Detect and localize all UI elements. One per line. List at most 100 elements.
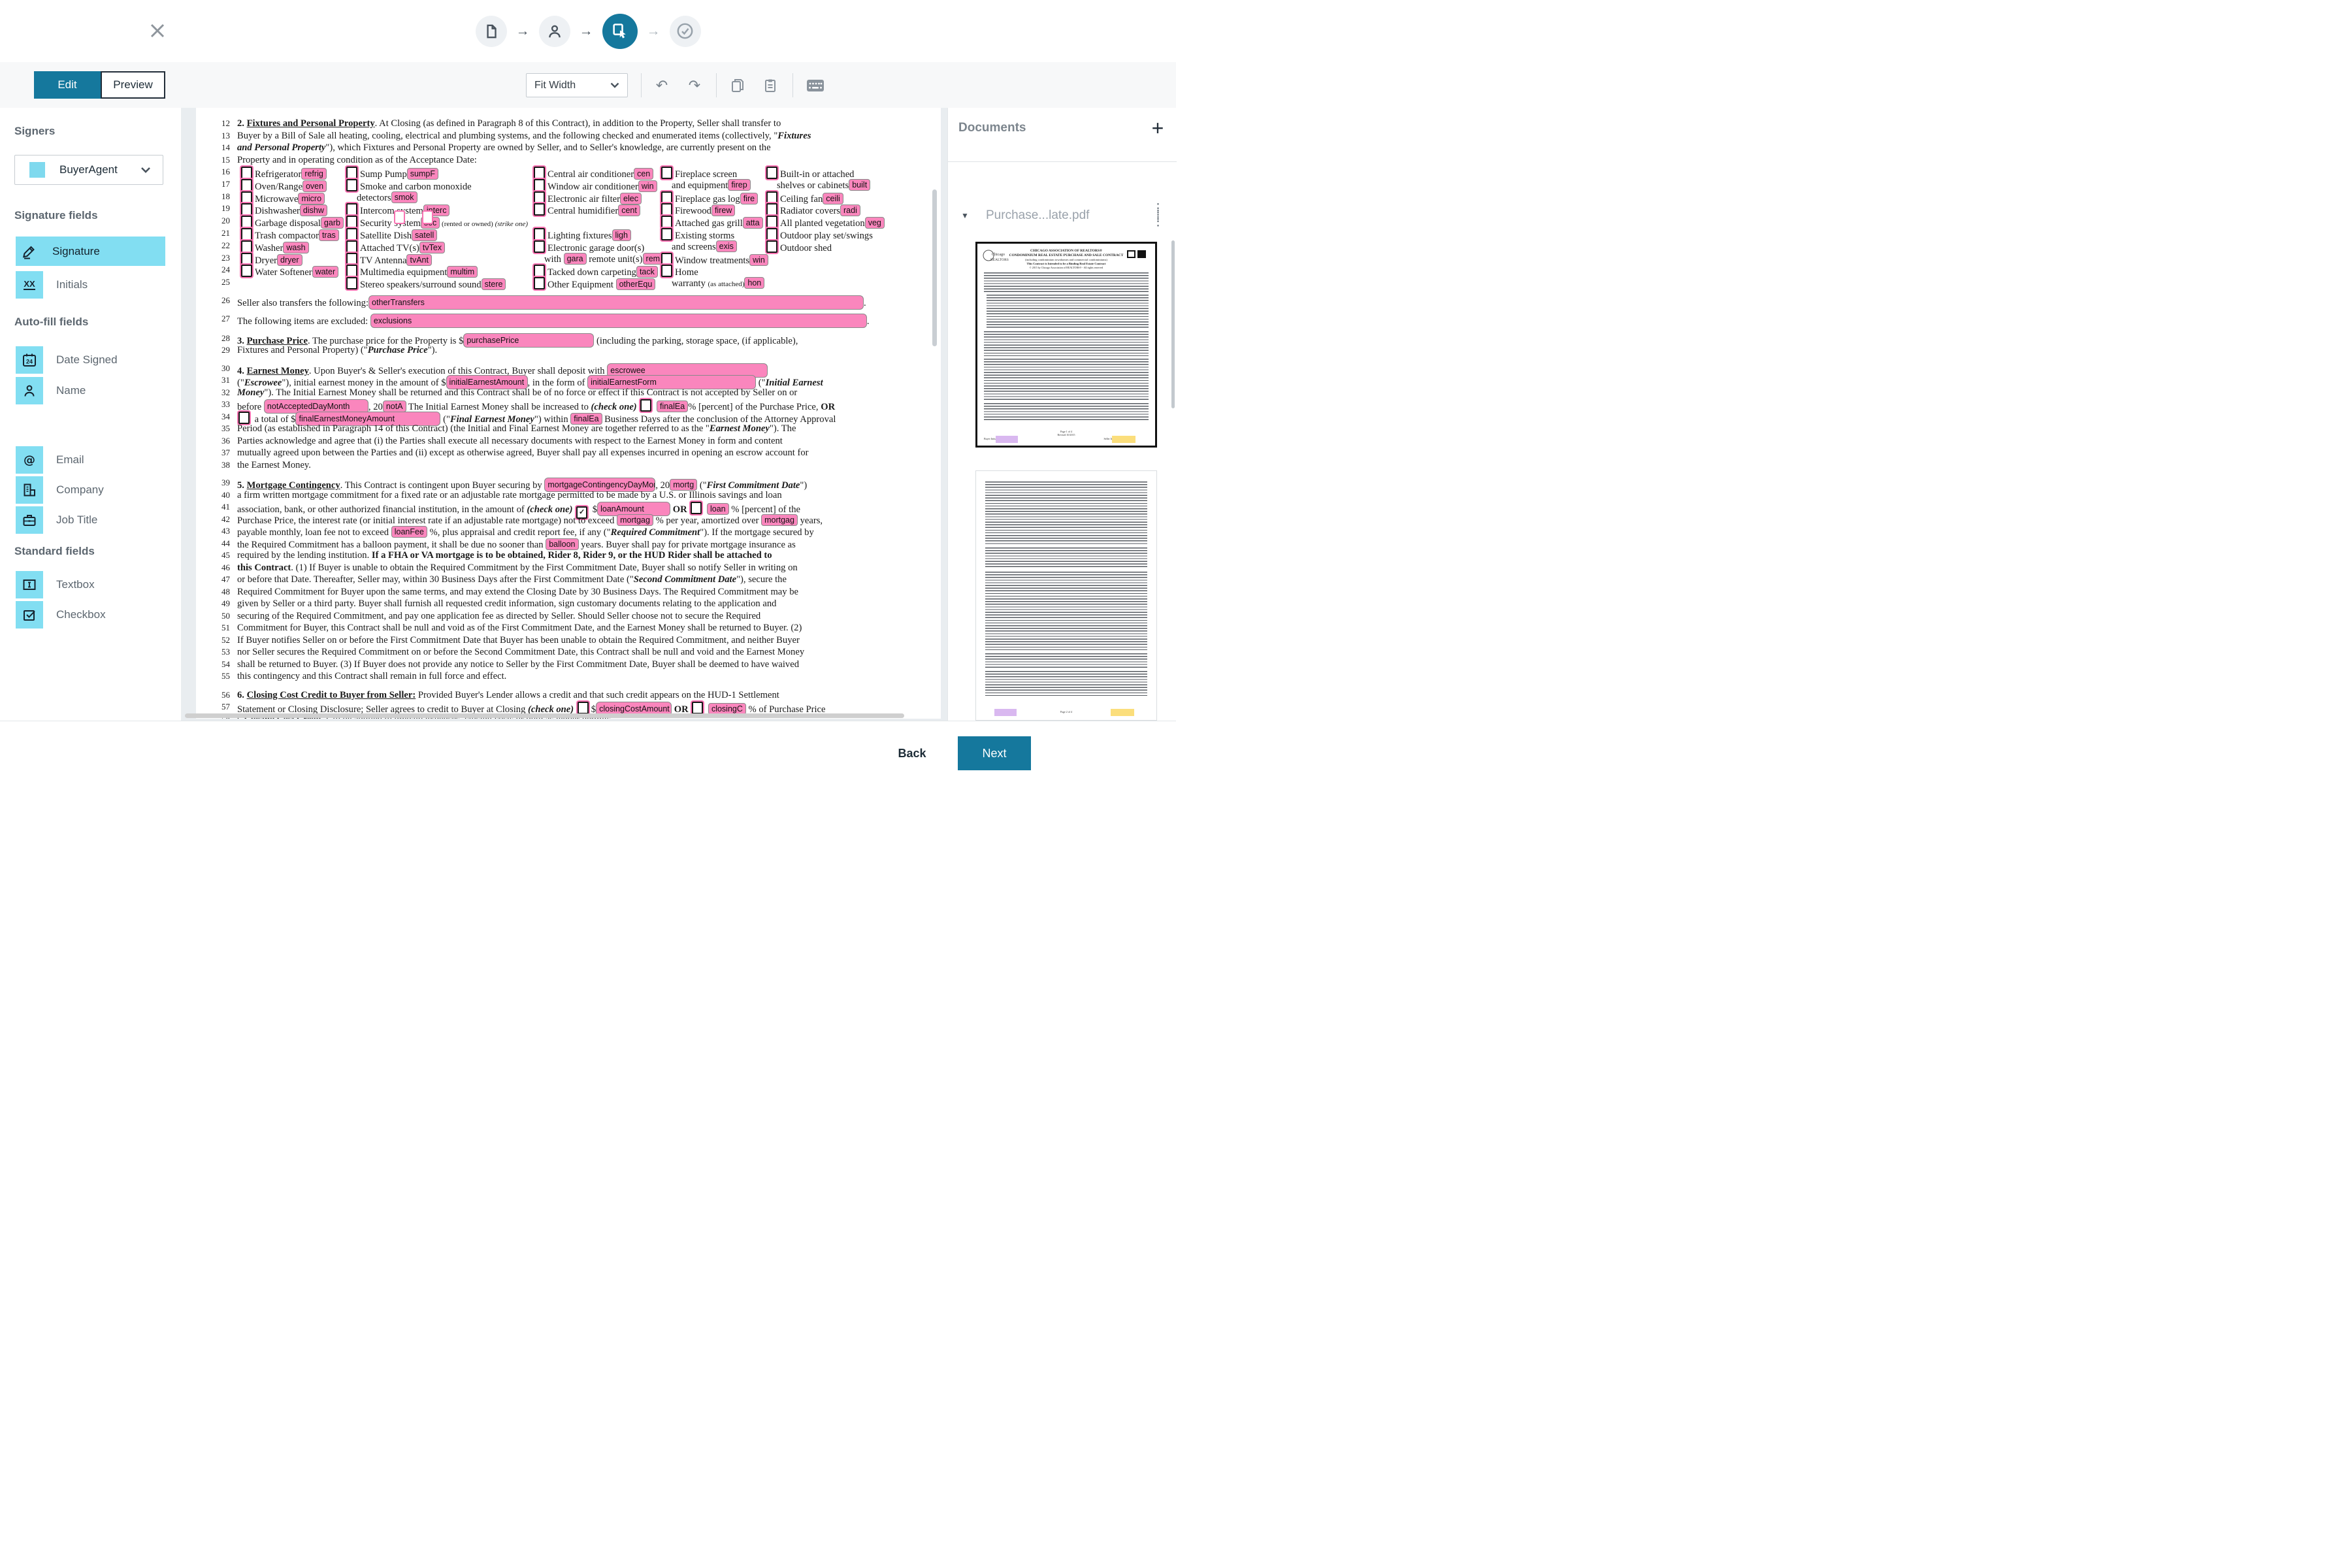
checkbox-field[interactable] bbox=[534, 277, 545, 290]
checkbox-field[interactable] bbox=[346, 252, 357, 265]
checkbox-field[interactable] bbox=[241, 191, 252, 204]
field-chip[interactable]: ceili bbox=[823, 192, 843, 204]
field-chip[interactable]: tvTex bbox=[419, 241, 446, 253]
field-chip[interactable]: finalEarnestMoneyAmount bbox=[295, 411, 441, 426]
checkbox-field[interactable] bbox=[691, 502, 702, 515]
paste-icon[interactable] bbox=[760, 75, 781, 96]
checkbox-field[interactable] bbox=[241, 227, 252, 240]
field-chip[interactable]: otherEqu bbox=[615, 278, 656, 291]
field-chip[interactable]: refrig bbox=[301, 168, 327, 180]
field-chip[interactable]: micro bbox=[298, 192, 325, 204]
sidebar-item-initials[interactable]: XX Initials bbox=[16, 271, 88, 299]
checkbox-field[interactable] bbox=[766, 167, 777, 179]
undo-icon[interactable]: ↶ bbox=[655, 77, 668, 93]
sidebar-item-name[interactable]: Name bbox=[16, 377, 86, 404]
field-chip[interactable]: hon bbox=[744, 277, 765, 289]
document-viewport[interactable]: 12 2. Fixtures and Personal Property. At … bbox=[181, 108, 947, 721]
checkbox-field[interactable] bbox=[692, 702, 704, 715]
vertical-scrollbar[interactable] bbox=[932, 189, 937, 346]
field-chip[interactable]: wash bbox=[283, 241, 309, 253]
field-chip[interactable]: sumpF bbox=[406, 168, 438, 180]
signer-select[interactable]: BuyerAgent bbox=[14, 155, 163, 185]
field-chip[interactable]: dryer bbox=[277, 253, 302, 266]
checkbox-field[interactable] bbox=[346, 265, 357, 278]
page-thumbnail-2[interactable]: Page 2 of 4 bbox=[975, 470, 1157, 721]
sidebar-item-date-signed[interactable]: 24 Date Signed bbox=[16, 346, 118, 374]
panel-scrollbar[interactable] bbox=[1171, 240, 1175, 408]
sidebar-item-job-title[interactable]: Job Title bbox=[16, 506, 97, 534]
checkbox-field[interactable] bbox=[346, 203, 357, 216]
checkbox-field[interactable] bbox=[346, 240, 357, 253]
checkbox-field[interactable] bbox=[661, 265, 672, 278]
sidebar-item-textbox[interactable]: Textbox bbox=[16, 571, 95, 598]
sidebar-item-checkbox[interactable]: Checkbox bbox=[16, 601, 106, 629]
field-chip[interactable]: tack bbox=[636, 266, 658, 278]
checkbox-field[interactable] bbox=[422, 210, 433, 224]
field-chip[interactable]: fire bbox=[740, 192, 759, 204]
checkbox-field[interactable] bbox=[766, 240, 777, 253]
field-chip[interactable]: ligh bbox=[612, 229, 631, 241]
checkbox-field[interactable] bbox=[534, 178, 545, 191]
checkbox-field[interactable] bbox=[241, 252, 252, 265]
field-chip[interactable]: elec bbox=[620, 192, 642, 204]
field-chip[interactable]: exis bbox=[715, 240, 737, 252]
checkbox-field[interactable] bbox=[241, 265, 252, 278]
back-button[interactable]: Back bbox=[898, 746, 926, 760]
field-chip[interactable]: mortg bbox=[670, 479, 698, 491]
horizontal-scrollbar[interactable] bbox=[185, 713, 904, 718]
field-chip[interactable]: mortgag bbox=[761, 514, 798, 526]
checkbox-field[interactable] bbox=[661, 216, 672, 229]
field-chip[interactable]: otherTransfers bbox=[368, 295, 864, 310]
copy-icon[interactable] bbox=[727, 75, 748, 96]
checkbox-field[interactable] bbox=[661, 252, 672, 265]
field-chip[interactable]: loanFee bbox=[391, 526, 427, 538]
field-chip[interactable]: built bbox=[849, 178, 871, 191]
preview-tab[interactable]: Preview bbox=[101, 71, 165, 99]
checkbox-field[interactable] bbox=[766, 191, 777, 204]
keyboard-icon[interactable] bbox=[805, 75, 826, 96]
checkbox-field[interactable] bbox=[661, 203, 672, 216]
field-chip[interactable]: stere bbox=[481, 278, 506, 291]
field-chip[interactable]: finalEa bbox=[570, 412, 602, 425]
checkbox-field[interactable] bbox=[766, 203, 777, 216]
checkbox-field[interactable] bbox=[346, 178, 357, 191]
field-chip[interactable]: tvAnt bbox=[406, 253, 432, 266]
checkbox-field[interactable] bbox=[661, 191, 672, 204]
checkbox-field[interactable] bbox=[394, 210, 405, 224]
checkbox-field[interactable]: ✓ bbox=[576, 506, 588, 519]
checkbox-field[interactable] bbox=[241, 216, 252, 229]
field-chip[interactable]: win bbox=[749, 253, 768, 266]
field-chip[interactable]: balloon bbox=[546, 538, 579, 550]
checkbox-field[interactable] bbox=[640, 399, 652, 412]
add-document-icon[interactable]: + bbox=[1151, 116, 1164, 140]
checkbox-field[interactable] bbox=[346, 227, 357, 240]
field-chip[interactable]: satell bbox=[412, 229, 438, 241]
field-chip[interactable]: cen bbox=[634, 168, 654, 180]
field-chip[interactable]: purchasePrice bbox=[463, 333, 595, 348]
step-review[interactable] bbox=[669, 15, 701, 47]
checkbox-field[interactable] bbox=[346, 277, 357, 290]
field-chip[interactable]: mortgag bbox=[617, 514, 653, 526]
field-chip[interactable]: initialEarnestForm bbox=[587, 375, 757, 390]
checkbox-field[interactable] bbox=[766, 227, 777, 240]
document-list-item[interactable]: ▼ Purchase...late.pdf ⋮ ⋮ ⋮ bbox=[948, 203, 1177, 231]
checkbox-field[interactable] bbox=[534, 203, 545, 216]
checkbox-field[interactable] bbox=[241, 203, 252, 216]
checkbox-field[interactable] bbox=[238, 411, 250, 424]
checkbox-field[interactable] bbox=[241, 240, 252, 253]
checkbox-field[interactable] bbox=[534, 227, 545, 240]
checkbox-field[interactable] bbox=[766, 216, 777, 229]
step-document[interactable] bbox=[475, 15, 507, 47]
checkbox-field[interactable] bbox=[346, 216, 357, 229]
collapse-triangle-icon[interactable]: ▼ bbox=[961, 211, 969, 220]
close-icon[interactable] bbox=[148, 22, 167, 40]
redo-icon[interactable]: ↷ bbox=[688, 77, 701, 93]
sidebar-item-company[interactable]: Company bbox=[16, 476, 104, 504]
checkbox-field[interactable] bbox=[534, 167, 545, 179]
field-chip[interactable]: loan bbox=[706, 503, 729, 515]
sidebar-item-signature[interactable]: Signature bbox=[16, 237, 165, 266]
page-thumbnail-1[interactable]: Chicago REALTORS CHICAGO ASSOCIATION OF R… bbox=[975, 242, 1157, 448]
field-chip[interactable]: dishw bbox=[299, 204, 327, 217]
checkbox-field[interactable] bbox=[346, 167, 357, 179]
zoom-select[interactable]: Fit Width bbox=[526, 73, 628, 97]
